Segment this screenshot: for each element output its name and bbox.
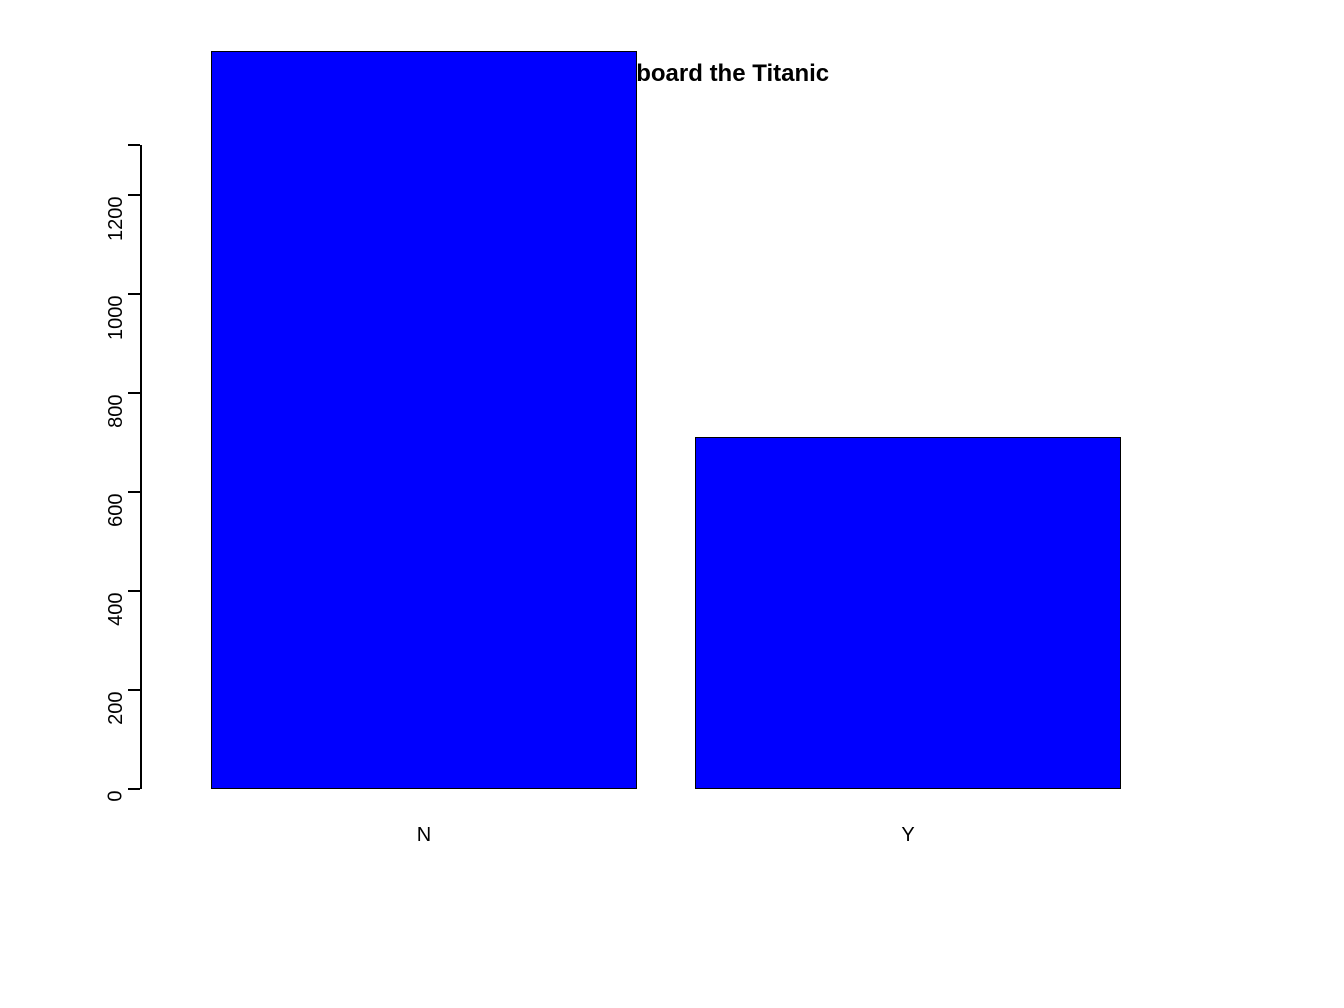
y-tick-400: [128, 590, 140, 592]
y-tick-1000: [128, 293, 140, 295]
y-tick-top: [128, 144, 140, 146]
y-tick-label-1200: 1200: [105, 196, 128, 241]
y-axis-line: [140, 145, 142, 789]
y-tick-label-0: 0: [105, 791, 128, 802]
y-tick-label-800: 800: [105, 394, 128, 427]
y-tick-1200: [128, 194, 140, 196]
y-tick-label-600: 600: [105, 493, 128, 526]
x-label-Y: Y: [695, 824, 1121, 847]
x-label-N: N: [211, 824, 637, 847]
y-tick-200: [128, 689, 140, 691]
y-tick-label-1000: 1000: [105, 295, 128, 340]
y-tick-label-200: 200: [105, 691, 128, 724]
chart-container: Survival Onboard the Titanic 02004006008…: [0, 0, 1344, 1008]
y-tick-0: [128, 788, 140, 790]
bar-Y: [695, 437, 1121, 789]
y-tick-label-400: 400: [105, 592, 128, 625]
y-tick-800: [128, 392, 140, 394]
bar-N: [211, 51, 637, 789]
y-tick-600: [128, 491, 140, 493]
